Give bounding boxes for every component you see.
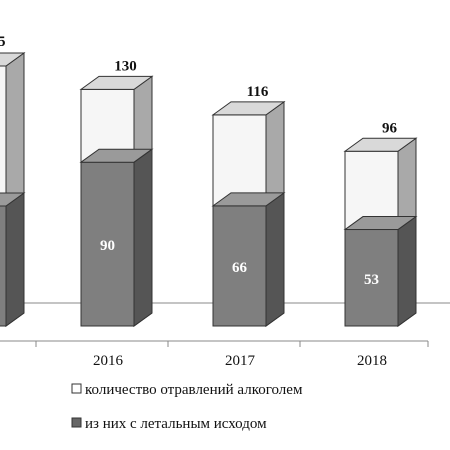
bar-0-total-label: 5	[0, 34, 6, 50]
bar-2018-fatal-side	[397, 215, 417, 327]
labels-layer: 2016 2017 2018 5 130 90 116 66 96 53	[0, 34, 398, 369]
x-tick-label-2016: 2016	[93, 353, 124, 369]
bar-2016-total-label: 130	[114, 58, 137, 74]
bar-2017-fatal-top	[211, 192, 286, 207]
bar-2018-fatal-front	[344, 229, 399, 327]
bar-2017-fatal-side	[265, 191, 285, 327]
bar-2017-fatal-label: 66	[232, 260, 248, 276]
legend-entry-fatal: из них с летальным исходом	[85, 416, 267, 432]
bar-0-fatal-top	[0, 192, 26, 207]
bar-0-total-top	[0, 52, 26, 67]
legend-entry-total: количество отравлений алкоголем	[85, 382, 303, 398]
bar-2018-fatal-top	[343, 216, 418, 231]
legend: количество отравлений алкоголем из них с…	[71, 382, 303, 432]
legend-swatch-fatal	[71, 417, 82, 428]
bar-2017-total-label: 116	[247, 84, 269, 100]
bar-2018-total-label: 96	[382, 120, 398, 136]
bar-2016-fatal-top	[79, 148, 154, 163]
bar-2016-total-top	[79, 75, 154, 90]
x-tick-label-2018: 2018	[357, 353, 387, 369]
bar-2017-total-top	[211, 101, 286, 116]
bar-0-fatal-side	[5, 192, 25, 327]
legend-swatch-total	[71, 383, 82, 394]
bar-2016-fatal-label: 90	[100, 238, 115, 254]
bar-0-fatal-front	[0, 205, 7, 327]
bar-2016-fatal-side	[133, 148, 153, 327]
bars-layer	[0, 52, 418, 327]
bar-2018-fatal-label: 53	[364, 272, 379, 288]
bar-2018-total-top	[343, 137, 418, 152]
bar-2017-fatal-front	[212, 205, 267, 327]
x-tick-label-2017: 2017	[225, 353, 256, 369]
